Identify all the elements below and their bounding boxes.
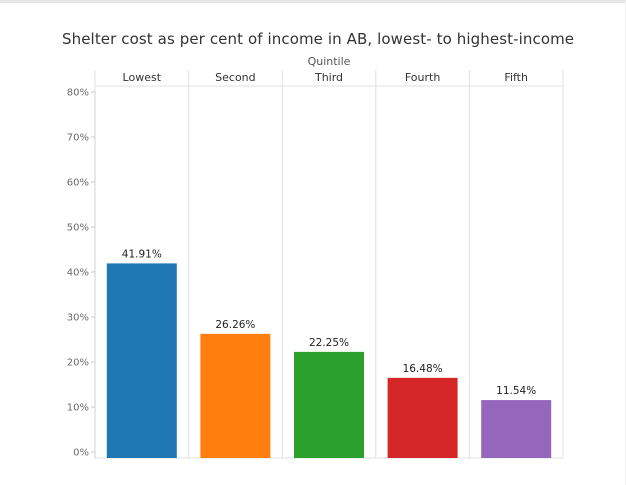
data-labels: 41.91% 26.26% 22.25% 16.48% 11.54%	[122, 248, 536, 397]
category-label: Fourth	[405, 71, 440, 84]
top-divider	[0, 0, 626, 3]
bar	[387, 377, 458, 458]
y-tick-label: 70%	[67, 133, 89, 144]
y-tick-label: 50%	[67, 223, 89, 234]
bar	[481, 400, 552, 458]
data-label: 41.91%	[122, 248, 162, 260]
category-label: Second	[215, 71, 255, 84]
y-tick-label: 40%	[67, 268, 89, 279]
bar	[106, 263, 177, 458]
y-tick-label: 30%	[67, 313, 89, 324]
category-label: Fifth	[504, 71, 528, 84]
y-tick-label: 10%	[67, 403, 89, 414]
chart-title: Shelter cost as per cent of income in AB…	[62, 30, 575, 48]
category-label: Third	[314, 71, 343, 84]
data-label: 16.48%	[403, 363, 443, 375]
y-tick-label: 80%	[67, 88, 89, 99]
data-label: 22.25%	[309, 337, 349, 349]
category-label: Lowest	[123, 71, 162, 84]
bar	[200, 333, 271, 458]
data-label: 11.54%	[496, 385, 536, 397]
bar	[294, 351, 364, 458]
y-tick-label: 60%	[67, 178, 89, 189]
y-tick-label: 0%	[73, 448, 89, 459]
column-header: Quintile Lowest Second Third Fourth Fifth	[123, 55, 528, 84]
bars	[106, 263, 552, 458]
y-axis: 0% 10% 20% 30% 40% 50% 60% 70% 80%	[67, 88, 96, 459]
column-header-title: Quintile	[308, 55, 351, 68]
data-label: 26.26%	[215, 319, 255, 331]
y-tick-label: 20%	[67, 358, 89, 369]
